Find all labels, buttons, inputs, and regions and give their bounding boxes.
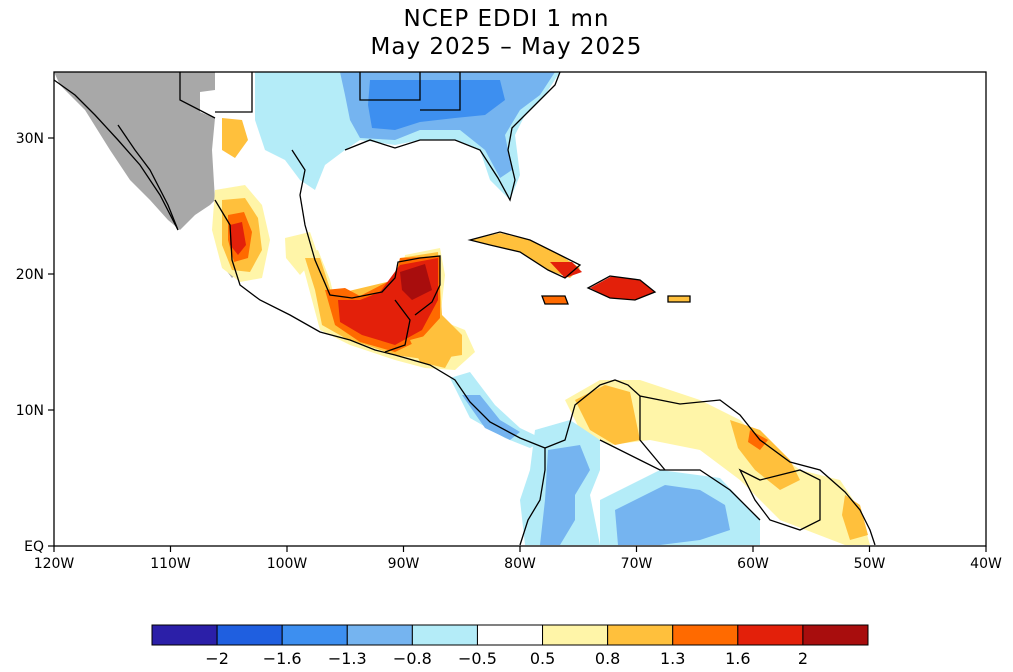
colorbar-label: −1.3 bbox=[328, 649, 367, 668]
colorbar-swatch bbox=[346, 624, 413, 646]
anomaly-dark-red bbox=[400, 264, 432, 300]
anomaly-light-blue bbox=[450, 372, 545, 448]
lon-tick-label: 110W bbox=[150, 556, 191, 572]
lat-tick-label: EQ bbox=[24, 539, 44, 555]
anomaly-orange bbox=[668, 296, 690, 302]
lon-tick-label: 70W bbox=[621, 556, 653, 572]
colorbar-swatch bbox=[607, 624, 674, 646]
anomaly-orange bbox=[470, 233, 580, 278]
lon-tick-label: 100W bbox=[267, 556, 308, 572]
anomaly-orange bbox=[842, 495, 868, 540]
lon-tick-label: 50W bbox=[854, 556, 886, 572]
colorbar-swatch bbox=[476, 624, 544, 646]
colorbar-label: 2 bbox=[798, 649, 808, 668]
lat-tick-label: 30N bbox=[16, 131, 44, 147]
colorbar-swatch bbox=[216, 624, 283, 646]
colorbar-swatch bbox=[542, 624, 609, 646]
anomaly-orange bbox=[730, 420, 800, 490]
colorbar-swatch bbox=[802, 624, 869, 646]
lon-tick-label: 80W bbox=[504, 556, 536, 572]
anomaly-orange bbox=[410, 332, 455, 368]
anomaly-red bbox=[230, 222, 246, 255]
lon-tick-label: 90W bbox=[388, 556, 420, 572]
anomaly-red bbox=[590, 276, 655, 300]
anomaly-red bbox=[550, 262, 582, 278]
lat-tick-label: 20N bbox=[16, 267, 44, 283]
map-plot-area bbox=[54, 72, 986, 546]
anomaly-orange-red bbox=[542, 296, 568, 304]
anomaly-orange bbox=[575, 385, 640, 445]
lon-tick-label: 120W bbox=[34, 556, 75, 572]
anomaly-blue bbox=[540, 445, 590, 545]
anomaly-orange-red bbox=[748, 430, 768, 450]
colorbar-label: 1.6 bbox=[725, 649, 750, 668]
anomaly-dark-blue bbox=[368, 80, 505, 130]
anomaly-blue bbox=[462, 395, 520, 440]
map-title: NCEP EDDI 1 mn bbox=[403, 6, 610, 32]
colorbar-swatch bbox=[411, 624, 478, 646]
colorbar-swatch bbox=[281, 624, 348, 646]
anomaly-yellow bbox=[565, 380, 870, 545]
no-data-region bbox=[54, 72, 215, 230]
colorbar: −2 −1.6 −1.3 −0.8 −0.5 0.5 0.8 1.3 1.6 2 bbox=[151, 624, 869, 668]
anomaly-blue bbox=[615, 485, 730, 545]
lat-tick-label: 10N bbox=[16, 403, 44, 419]
colorbar-label: 0.5 bbox=[530, 649, 555, 668]
lon-tick-label: 40W bbox=[970, 556, 1002, 572]
lon-tick-label: 60W bbox=[737, 556, 769, 572]
colorbar-swatch bbox=[737, 624, 804, 646]
colorbar-label: 1.3 bbox=[660, 649, 685, 668]
colorbar-swatch bbox=[151, 624, 218, 646]
colorbar-label: −2 bbox=[205, 649, 229, 668]
coastlines bbox=[54, 72, 876, 546]
map-date-range: May 2025 – May 2025 bbox=[370, 34, 643, 60]
anomaly-orange bbox=[222, 118, 248, 158]
colorbar-label: −0.8 bbox=[393, 649, 432, 668]
anomaly-light-blue bbox=[292, 142, 325, 172]
axis-ticks: 120W 110W 100W 90W 80W 70W 60W 50W 40W 30N 20N 10N E… bbox=[16, 131, 1002, 572]
colorbar-label: 0.8 bbox=[595, 649, 620, 668]
colorbar-label: −0.5 bbox=[458, 649, 497, 668]
colorbar-swatch bbox=[672, 624, 739, 646]
colorbar-label: −1.6 bbox=[263, 649, 302, 668]
